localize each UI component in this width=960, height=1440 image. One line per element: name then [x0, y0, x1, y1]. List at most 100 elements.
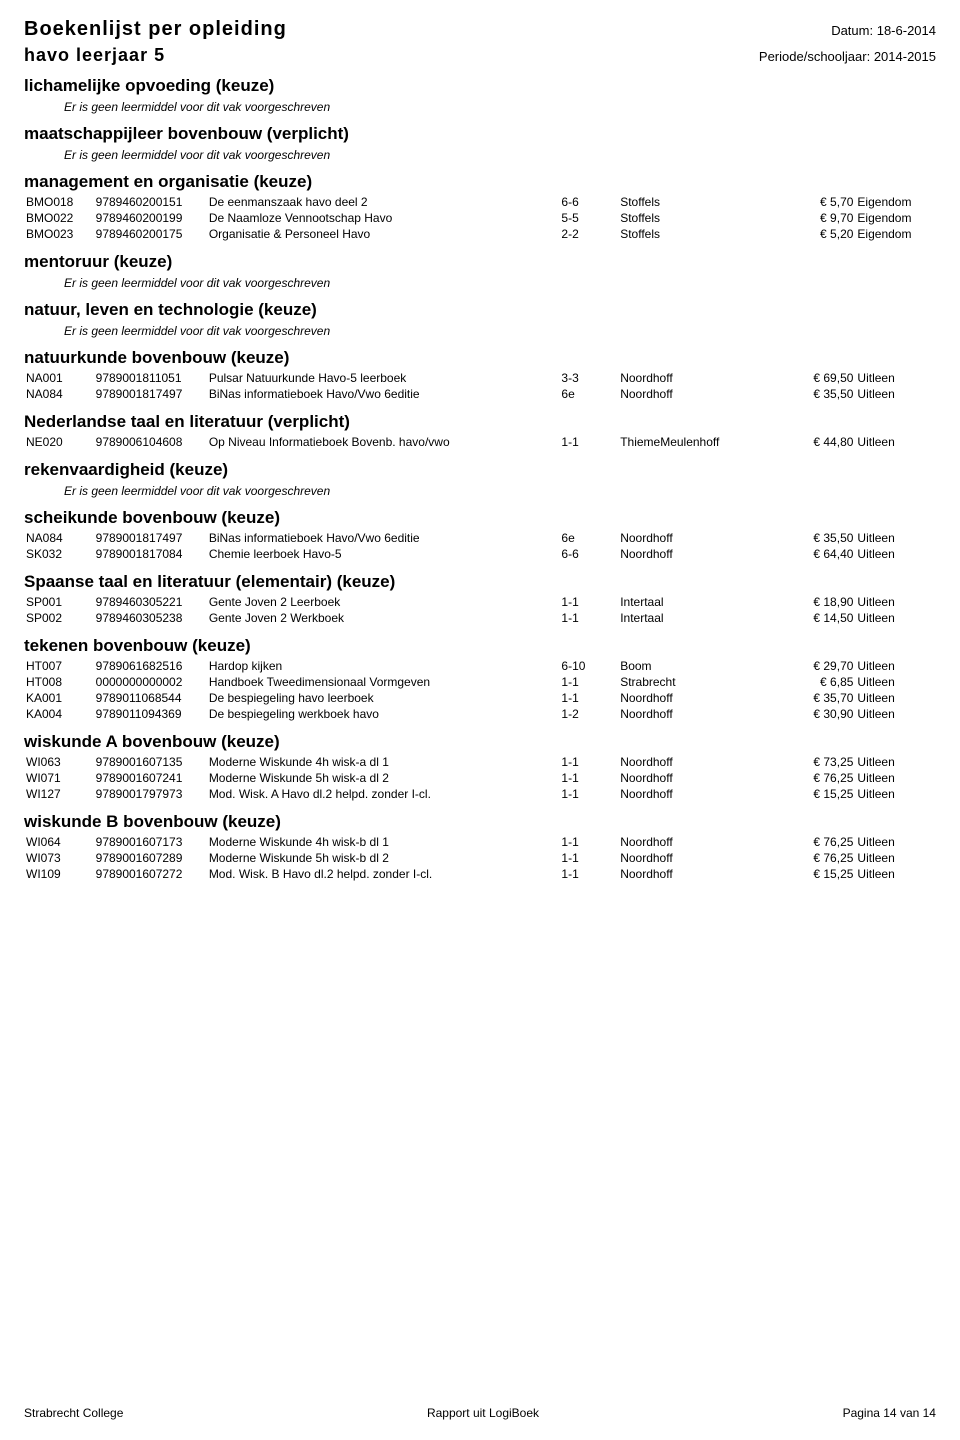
book-price: € 30,90	[775, 706, 856, 722]
book-code: WI063	[24, 754, 94, 770]
book-publisher: Noordhoff	[618, 834, 775, 850]
book-edition: 1-1	[559, 834, 618, 850]
book-isbn: 9789001607241	[94, 770, 207, 786]
book-title: De eenmanszaak havo deel 2	[207, 194, 560, 210]
no-learning-material: Er is geen leermiddel voor dit vak voorg…	[64, 324, 936, 338]
book-price: € 5,70	[775, 194, 856, 210]
book-ownership: Uitleen	[855, 770, 936, 786]
book-ownership: Uitleen	[855, 610, 936, 626]
book-title: Handboek Tweedimensionaal Vormgeven	[207, 674, 560, 690]
book-price: € 5,20	[775, 226, 856, 242]
book-isbn: 0000000000002	[94, 674, 207, 690]
book-price: € 64,40	[775, 546, 856, 562]
page-subtitle: havo leerjaar 5	[24, 45, 165, 66]
period: Periode/schooljaar: 2014-2015	[759, 49, 936, 64]
book-publisher: Noordhoff	[618, 546, 775, 562]
book-code: SP002	[24, 610, 94, 626]
section-heading: rekenvaardigheid (keuze)	[24, 460, 936, 480]
book-table: WI0649789001607173Moderne Wiskunde 4h wi…	[24, 834, 936, 882]
book-code: SK032	[24, 546, 94, 562]
book-publisher: Noordhoff	[618, 370, 775, 386]
book-price: € 35,50	[775, 386, 856, 402]
book-title: Moderne Wiskunde 4h wisk-b dl 1	[207, 834, 560, 850]
book-code: NE020	[24, 434, 94, 450]
book-price: € 44,80	[775, 434, 856, 450]
book-isbn: 9789006104608	[94, 434, 207, 450]
table-row: WI1279789001797973Mod. Wisk. A Havo dl.2…	[24, 786, 936, 802]
book-ownership: Uitleen	[855, 850, 936, 866]
book-publisher: Strabrecht	[618, 674, 775, 690]
book-edition: 1-1	[559, 674, 618, 690]
book-title: Hardop kijken	[207, 658, 560, 674]
book-price: € 76,25	[775, 834, 856, 850]
subheader-row: havo leerjaar 5 Periode/schooljaar: 2014…	[24, 45, 936, 66]
book-ownership: Uitleen	[855, 706, 936, 722]
book-code: BMO018	[24, 194, 94, 210]
book-price: € 6,85	[775, 674, 856, 690]
table-row: SP0029789460305238Gente Joven 2 Werkboek…	[24, 610, 936, 626]
book-edition: 6-6	[559, 194, 618, 210]
book-ownership: Uitleen	[855, 866, 936, 882]
book-isbn: 9789460305221	[94, 594, 207, 610]
table-row: KA0019789011068544De bespiegeling havo l…	[24, 690, 936, 706]
book-edition: 1-1	[559, 770, 618, 786]
table-row: SP0019789460305221Gente Joven 2 Leerboek…	[24, 594, 936, 610]
book-edition: 6e	[559, 386, 618, 402]
book-title: BiNas informatieboek Havo/Vwo 6editie	[207, 530, 560, 546]
footer-center: Rapport uit LogiBoek	[427, 1406, 539, 1420]
book-table: NA0019789001811051Pulsar Natuurkunde Hav…	[24, 370, 936, 402]
book-title: Gente Joven 2 Leerboek	[207, 594, 560, 610]
book-edition: 1-1	[559, 754, 618, 770]
book-ownership: Uitleen	[855, 786, 936, 802]
book-table: BMO0189789460200151De eenmanszaak havo d…	[24, 194, 936, 242]
book-publisher: Stoffels	[618, 194, 775, 210]
table-row: BMO0239789460200175Organisatie & Persone…	[24, 226, 936, 242]
book-table: SP0019789460305221Gente Joven 2 Leerboek…	[24, 594, 936, 626]
book-code: WI109	[24, 866, 94, 882]
book-price: € 35,70	[775, 690, 856, 706]
book-ownership: Uitleen	[855, 658, 936, 674]
book-title: Moderne Wiskunde 5h wisk-a dl 2	[207, 770, 560, 786]
book-table: NE0209789006104608Op Niveau Informatiebo…	[24, 434, 936, 450]
book-publisher: ThiemeMeulenhoff	[618, 434, 775, 450]
table-row: BMO0229789460200199De Naamloze Vennootsc…	[24, 210, 936, 226]
book-edition: 1-1	[559, 850, 618, 866]
book-title: De bespiegeling havo leerboek	[207, 690, 560, 706]
book-edition: 3-3	[559, 370, 618, 386]
no-learning-material: Er is geen leermiddel voor dit vak voorg…	[64, 148, 936, 162]
book-isbn: 9789011068544	[94, 690, 207, 706]
section-heading: maatschappijleer bovenbouw (verplicht)	[24, 124, 936, 144]
book-publisher: Stoffels	[618, 210, 775, 226]
period-label: Periode/schooljaar:	[759, 49, 870, 64]
section-heading: natuur, leven en technologie (keuze)	[24, 300, 936, 320]
section-heading: lichamelijke opvoeding (keuze)	[24, 76, 936, 96]
book-ownership: Uitleen	[855, 386, 936, 402]
section-heading: natuurkunde bovenbouw (keuze)	[24, 348, 936, 368]
book-price: € 18,90	[775, 594, 856, 610]
page-title: Boekenlijst per opleiding	[24, 18, 287, 41]
book-publisher: Boom	[618, 658, 775, 674]
book-title: Moderne Wiskunde 4h wisk-a dl 1	[207, 754, 560, 770]
book-price: € 76,25	[775, 850, 856, 866]
book-isbn: 9789460305238	[94, 610, 207, 626]
book-price: € 15,25	[775, 866, 856, 882]
section-heading: wiskunde A bovenbouw (keuze)	[24, 732, 936, 752]
book-edition: 6-10	[559, 658, 618, 674]
table-row: WI0739789001607289Moderne Wiskunde 5h wi…	[24, 850, 936, 866]
no-learning-material: Er is geen leermiddel voor dit vak voorg…	[64, 100, 936, 114]
book-ownership: Uitleen	[855, 690, 936, 706]
book-code: BMO023	[24, 226, 94, 242]
book-isbn: 9789001607173	[94, 834, 207, 850]
book-edition: 1-1	[559, 610, 618, 626]
table-row: NA0849789001817497BiNas informatieboek H…	[24, 386, 936, 402]
book-ownership: Eigendom	[855, 226, 936, 242]
book-title: Mod. Wisk. A Havo dl.2 helpd. zonder I-c…	[207, 786, 560, 802]
book-price: € 76,25	[775, 770, 856, 786]
book-title: Gente Joven 2 Werkboek	[207, 610, 560, 626]
book-title: De Naamloze Vennootschap Havo	[207, 210, 560, 226]
book-publisher: Noordhoff	[618, 770, 775, 786]
book-publisher: Noordhoff	[618, 786, 775, 802]
book-isbn: 9789001797973	[94, 786, 207, 802]
section-heading: scheikunde bovenbouw (keuze)	[24, 508, 936, 528]
book-table: HT0079789061682516Hardop kijken6-10Boom€…	[24, 658, 936, 722]
